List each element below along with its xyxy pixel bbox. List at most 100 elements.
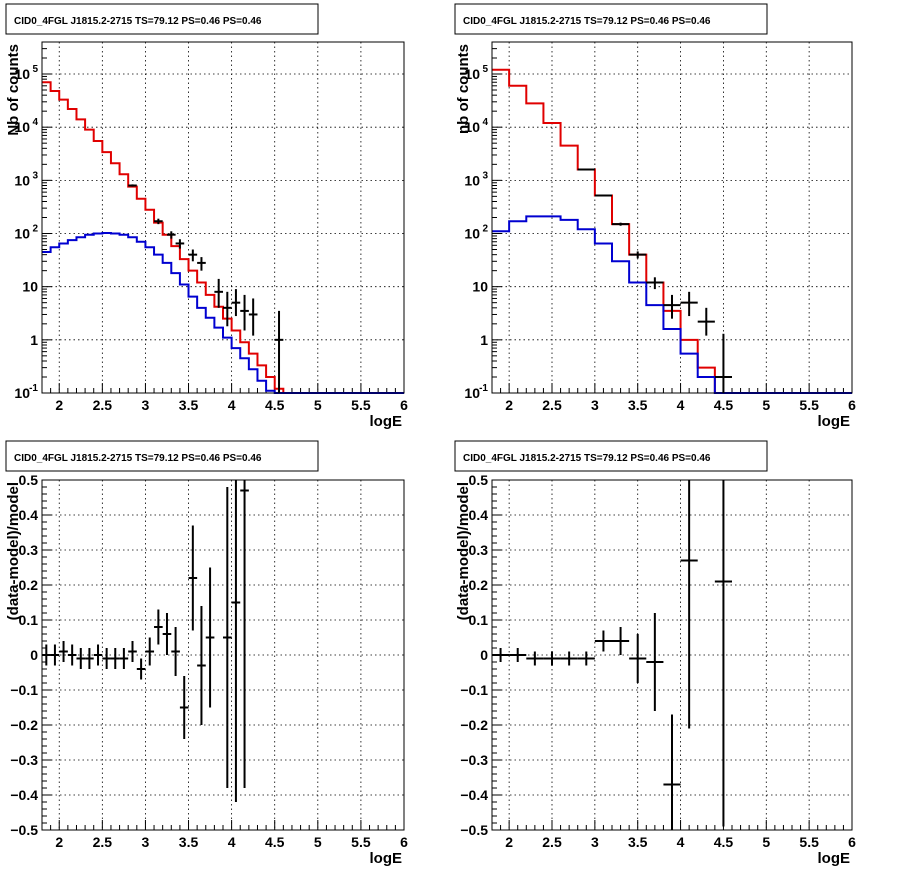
x-tick-label: 4 — [228, 834, 236, 850]
x-tick-label: 3.5 — [628, 834, 648, 850]
x-tick-label: 2.5 — [93, 834, 113, 850]
chart-panel-1: CID0_4FGL J1815.2-2715 TS=79.12 PS=0.46 … — [5, 3, 408, 430]
x-tick-label: 5 — [762, 834, 770, 850]
x-tick-label: 6 — [848, 834, 856, 850]
x-tick-label: 3.5 — [179, 834, 199, 850]
y-tick-label: −0.4 — [10, 787, 38, 803]
y-tick-label: 0 — [480, 647, 488, 663]
x-tick-label: 4 — [677, 397, 685, 413]
x-tick-label: 2.5 — [93, 397, 113, 413]
x-tick-label: 5.5 — [799, 834, 819, 850]
x-tick-label: 5 — [314, 397, 322, 413]
y-axis-title: (data-model)/model — [455, 482, 472, 620]
title-box — [454, 440, 768, 472]
y-tick-label: 0.3 — [469, 542, 489, 558]
y-tick-label: −0.3 — [460, 752, 488, 768]
x-axis-title: logE — [818, 850, 851, 867]
y-tick-label: 0.4 — [469, 507, 489, 523]
x-tick-label: 2 — [55, 834, 63, 850]
y-axis-title: nb of counts — [455, 44, 472, 134]
y-tick-label: 10 — [14, 66, 30, 82]
plot-frame — [41, 41, 405, 394]
chart-title: CID0_4FGL J1815.2-2715 TS=79.12 PS=0.46 … — [14, 16, 262, 27]
y-tick-label: 10 — [464, 119, 480, 135]
x-tick-label: 3 — [591, 397, 599, 413]
x-tick-label: 4.5 — [265, 834, 285, 850]
plot-frame — [491, 479, 853, 831]
y-tick-label: −0.1 — [460, 682, 488, 698]
y-tick-label: 10 — [14, 172, 30, 188]
chart-panel-2: CID0_4FGL J1815.2-2715 TS=79.12 PS=0.46 … — [454, 3, 856, 430]
y-tick-exponent: 4 — [32, 117, 38, 128]
x-tick-label: 6 — [400, 397, 408, 413]
plot-frame — [491, 41, 853, 394]
y-tick-exponent: 5 — [32, 64, 38, 75]
x-tick-label: 3 — [142, 834, 150, 850]
x-tick-label: 4.5 — [714, 834, 734, 850]
y-tick-label: 10 — [14, 385, 30, 401]
x-axis-title: logE — [818, 413, 851, 430]
x-axis-title: logE — [370, 850, 403, 867]
chart-panel-3: CID0_4FGL J1815.2-2715 TS=79.12 PS=0.46 … — [5, 440, 408, 867]
title-box — [5, 3, 319, 35]
chart-title: CID0_4FGL J1815.2-2715 TS=79.12 PS=0.46 … — [463, 453, 711, 464]
chart-title: CID0_4FGL J1815.2-2715 TS=79.12 PS=0.46 … — [463, 16, 711, 27]
y-tick-exponent: 5 — [482, 64, 488, 75]
y-tick-label: 0 — [30, 647, 38, 663]
y-tick-label: 10 — [22, 279, 38, 295]
y-tick-label: −0.5 — [460, 822, 488, 838]
x-tick-label: 5.5 — [799, 397, 819, 413]
x-tick-label: 4.5 — [714, 397, 734, 413]
y-tick-label: 0.3 — [19, 542, 39, 558]
x-tick-label: 4 — [677, 834, 685, 850]
x-tick-label: 2 — [55, 397, 63, 413]
y-axis-title: (data-model)/model — [5, 482, 22, 620]
y-tick-exponent: -1 — [479, 383, 488, 394]
y-tick-label: 0.4 — [19, 507, 39, 523]
y-tick-exponent: 2 — [482, 224, 488, 235]
y-tick-exponent: 4 — [482, 117, 488, 128]
y-tick-label: 1 — [30, 332, 38, 348]
title-box — [454, 3, 768, 35]
x-tick-label: 5.5 — [351, 397, 371, 413]
y-tick-label: 0.5 — [19, 472, 39, 488]
y-tick-label: 10 — [464, 172, 480, 188]
y-tick-exponent: 3 — [32, 170, 38, 181]
x-tick-label: 3 — [142, 397, 150, 413]
y-tick-label: 10 — [464, 66, 480, 82]
title-box — [5, 440, 319, 472]
x-tick-label: 3.5 — [179, 397, 199, 413]
x-tick-label: 5 — [762, 397, 770, 413]
y-tick-label: −0.2 — [10, 717, 38, 733]
y-tick-label: 0.1 — [19, 612, 39, 628]
x-tick-label: 4.5 — [265, 397, 285, 413]
y-tick-label: 0.5 — [469, 472, 489, 488]
y-tick-label: −0.2 — [460, 717, 488, 733]
x-tick-label: 5.5 — [351, 834, 371, 850]
plot-frame — [41, 479, 405, 831]
y-tick-label: 0.2 — [19, 577, 39, 593]
x-tick-label: 2.5 — [542, 834, 562, 850]
x-tick-label: 2 — [505, 834, 513, 850]
y-tick-exponent: 2 — [32, 224, 38, 235]
y-tick-label: 10 — [14, 119, 30, 135]
y-tick-label: −0.3 — [10, 752, 38, 768]
y-tick-label: 10 — [14, 226, 30, 242]
y-tick-label: 10 — [464, 226, 480, 242]
x-tick-label: 6 — [848, 397, 856, 413]
x-tick-label: 3 — [591, 834, 599, 850]
x-tick-label: 2.5 — [542, 397, 562, 413]
y-tick-label: 10 — [472, 279, 488, 295]
chart-title: CID0_4FGL J1815.2-2715 TS=79.12 PS=0.46 … — [14, 453, 262, 464]
y-tick-label: 1 — [480, 332, 488, 348]
x-tick-label: 3.5 — [628, 397, 648, 413]
y-tick-exponent: 3 — [482, 170, 488, 181]
x-tick-label: 6 — [400, 834, 408, 850]
y-tick-label: −0.4 — [460, 787, 488, 803]
x-tick-label: 2 — [505, 397, 513, 413]
y-tick-label: 0.2 — [469, 577, 489, 593]
y-tick-exponent: -1 — [29, 383, 38, 394]
x-axis-title: logE — [370, 413, 403, 430]
